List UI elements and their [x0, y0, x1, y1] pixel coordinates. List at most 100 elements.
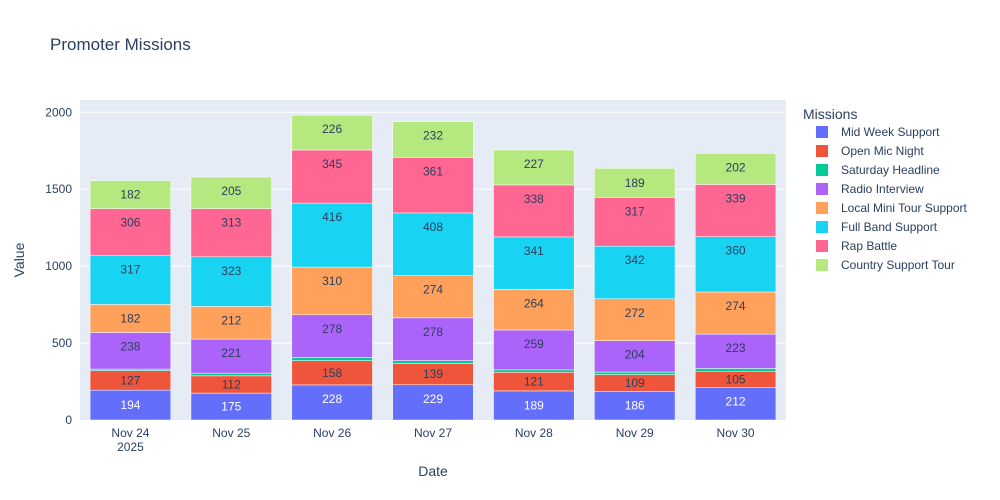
legend-label: Country Support Tour — [841, 258, 955, 272]
data-label: 226 — [322, 122, 342, 136]
data-label: 272 — [625, 306, 645, 320]
data-label: 112 — [222, 377, 241, 391]
bar-segment — [89, 304, 172, 333]
bar-segment — [291, 149, 373, 204]
data-label: 338 — [524, 192, 544, 206]
data-label: 227 — [524, 157, 544, 171]
legend-item[interactable]: Open Mic Night — [816, 144, 924, 158]
data-label: 194 — [120, 398, 140, 412]
bar-segment — [493, 329, 575, 371]
y-tick-label: 1000 — [45, 259, 72, 273]
data-label: 186 — [625, 399, 645, 413]
bar-segment — [89, 389, 172, 421]
x-tick-label: Nov 28 — [515, 426, 553, 440]
legend-swatch — [816, 202, 828, 214]
data-label: 139 — [423, 367, 443, 381]
legend-item[interactable]: Country Support Tour — [816, 258, 955, 272]
x-axis-title: Date — [418, 463, 448, 479]
legend-item[interactable]: Local Mini Tour Support — [816, 201, 968, 215]
legend-item[interactable]: Mid Week Support — [816, 125, 940, 139]
chart-title: Promoter Missions — [50, 35, 191, 54]
bar-segment — [493, 236, 575, 290]
bar-segment — [493, 149, 575, 186]
legend-item[interactable]: Rap Battle — [816, 239, 897, 253]
bar-segment — [392, 384, 474, 421]
legend-swatch — [816, 221, 828, 233]
legend-label: Radio Interview — [841, 182, 924, 196]
data-label: 175 — [221, 400, 241, 414]
data-label: 306 — [120, 216, 140, 230]
data-label: 121 — [524, 375, 544, 389]
data-label: 310 — [322, 274, 342, 288]
bar-segment — [493, 390, 575, 421]
data-label: 229 — [423, 392, 443, 406]
legend-label: Mid Week Support — [841, 125, 940, 139]
bar-segment — [190, 306, 272, 340]
bar-segment — [594, 371, 676, 375]
data-label: 317 — [625, 204, 645, 218]
data-label: 339 — [726, 191, 746, 205]
x-tick-label: Nov 24 — [111, 426, 149, 440]
x-tick-label: Nov 25 — [212, 426, 250, 440]
legend[interactable]: Mid Week Support Open Mic Night Saturday H… — [816, 125, 968, 272]
y-tick-label: 0 — [65, 413, 72, 427]
bar-segment — [291, 360, 373, 386]
bar-segment — [694, 387, 777, 421]
bar-segment — [89, 255, 172, 305]
legend-title: Missions — [803, 106, 857, 122]
bar-segment — [190, 392, 272, 421]
data-label: 408 — [423, 220, 443, 234]
data-label: 278 — [322, 322, 342, 336]
data-label: 259 — [524, 337, 544, 351]
bar-segment — [291, 314, 373, 358]
bar-segment — [594, 340, 676, 373]
bar-segment — [291, 114, 373, 151]
y-axis-ticks: 0 500 1000 1500 2000 — [45, 105, 72, 427]
data-label: 182 — [120, 311, 140, 325]
data-label: 345 — [322, 157, 342, 171]
data-label: 317 — [120, 263, 140, 277]
bars — [89, 114, 777, 421]
bar-segment — [493, 289, 575, 331]
bar-segment — [392, 275, 474, 319]
legend-swatch — [816, 164, 828, 176]
legend-label: Local Mini Tour Support — [841, 201, 968, 215]
bar-segment — [392, 212, 474, 276]
bar-segment — [694, 153, 777, 185]
data-label: 189 — [625, 176, 645, 190]
data-label: 238 — [120, 339, 140, 353]
bar-segment — [493, 369, 575, 373]
bar-segment — [392, 360, 474, 364]
x-axis-ticks: Nov 24 Nov 25 Nov 26 Nov 27 Nov 28 Nov 29 Nov … — [111, 426, 754, 440]
x-tick-label: Nov 30 — [717, 426, 755, 440]
bar-segment — [291, 202, 373, 268]
bar-segment — [89, 332, 172, 370]
data-label: 205 — [221, 184, 241, 198]
legend-swatch — [816, 259, 828, 271]
data-label: 182 — [120, 188, 140, 202]
bar-segment — [190, 208, 272, 258]
legend-item[interactable]: Full Band Support — [816, 220, 938, 234]
legend-swatch — [816, 240, 828, 252]
x-tick-label: Nov 26 — [313, 426, 351, 440]
bar-segment — [594, 298, 676, 341]
data-label: 158 — [322, 366, 342, 380]
data-label: 105 — [726, 372, 746, 386]
data-label: 232 — [423, 129, 443, 143]
data-label: 274 — [423, 283, 443, 297]
legend-item[interactable]: Saturday Headline — [816, 163, 940, 177]
data-label: 278 — [423, 325, 443, 339]
bar-segment — [694, 291, 777, 335]
bar-segment — [594, 391, 676, 421]
data-label: 212 — [221, 313, 241, 327]
legend-swatch — [816, 126, 828, 138]
bar-segment — [392, 157, 474, 214]
bar-segment — [291, 266, 373, 316]
legend-swatch — [816, 183, 828, 195]
bar-segment — [493, 184, 575, 238]
data-label: 360 — [726, 244, 746, 258]
bar-segment — [190, 372, 272, 377]
legend-item[interactable]: Radio Interview — [816, 182, 924, 196]
x-tick-label: Nov 29 — [616, 426, 654, 440]
